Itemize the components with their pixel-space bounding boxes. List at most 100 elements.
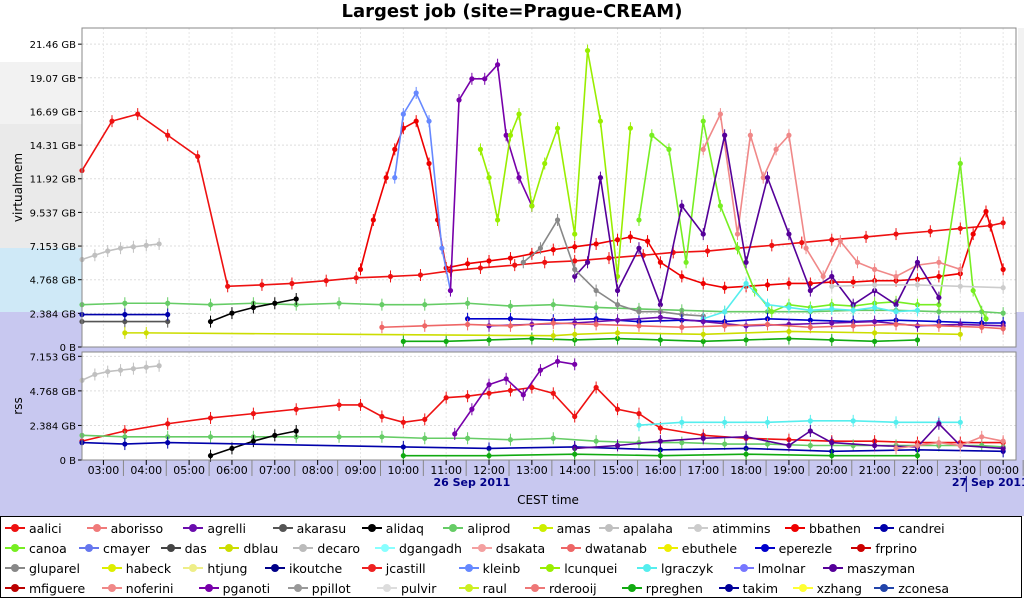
point-lgraczyk — [807, 418, 813, 424]
point-candrei — [400, 444, 406, 450]
point-aalici — [417, 272, 424, 278]
point-lgraczyk — [850, 307, 856, 313]
point-dblau — [143, 330, 149, 336]
point-eperezle — [807, 317, 813, 323]
legend-label: xzhang — [816, 580, 862, 596]
point-alidaq — [272, 300, 278, 306]
legend-marker — [101, 563, 122, 573]
point-dwatanab — [507, 323, 514, 329]
legend-item-akarasu: akarasu — [272, 519, 346, 537]
series-line-pganoti — [449, 62, 533, 291]
x-tick-label: 07:00 — [259, 464, 291, 477]
point-aliprod — [722, 441, 728, 447]
legend-label: amas — [556, 520, 591, 536]
legend-item-alidaq: alidaq — [361, 519, 424, 537]
y-tick-label: 4.768 GB — [30, 276, 77, 287]
point-canoa — [666, 146, 672, 152]
point-lcunquei — [516, 111, 522, 117]
point-lcunquei — [507, 132, 514, 138]
y-tick-label: 2.384 GB — [30, 421, 77, 432]
legend-item-cmayer: cmayer — [79, 539, 150, 557]
legend-item-decaro: decaro — [293, 539, 360, 557]
point-noferini — [747, 132, 753, 138]
point-noferini — [957, 442, 963, 449]
point-pganoti — [482, 76, 488, 82]
point-aliprod — [336, 300, 342, 306]
point-gluparel — [554, 217, 561, 223]
legend-marker — [219, 543, 240, 553]
point-aalici — [572, 413, 578, 420]
y-tick-label: 11.92 GB — [30, 175, 77, 186]
legend-label: lmolnar — [757, 560, 806, 576]
point-lgraczyk — [764, 419, 771, 425]
point-apalaha — [117, 367, 124, 373]
legend-marker — [198, 583, 219, 593]
point-lgraczyk — [722, 419, 728, 425]
legend-item-htjung: htjung — [183, 559, 247, 577]
y-tick-label: 21.46 GB — [30, 40, 77, 51]
point-aliprod — [379, 302, 385, 308]
point-bbathen — [644, 238, 651, 244]
point-alidaq — [229, 310, 235, 316]
point-aliprod — [764, 441, 771, 447]
point-maszyman — [572, 273, 578, 280]
legend: aalici aborisso agrelli akarasu alidaq alipro… — [0, 516, 1022, 598]
point-aalici — [529, 384, 535, 391]
legend-label: decaro — [317, 540, 361, 556]
point-lgraczyk — [722, 309, 728, 315]
point-maszyman — [722, 132, 728, 138]
point-gluparel — [593, 287, 599, 294]
legend-marker — [183, 563, 204, 573]
point-aalici — [225, 283, 231, 289]
legend-label: ebuthele — [681, 540, 738, 556]
point-dwatanab — [593, 321, 599, 328]
point-lcunquei — [597, 118, 604, 124]
point-alidaq — [229, 445, 235, 452]
legend-label: cmayer — [103, 540, 150, 556]
point-aliprod — [165, 300, 171, 306]
legend-item-gluparel: gluparel — [5, 559, 80, 577]
legend-item-aalici: aalici — [5, 519, 62, 537]
point-dblau — [786, 328, 792, 335]
x-tick-label: 06:00 — [216, 464, 248, 477]
point-agrelli — [614, 317, 621, 323]
point-noferini — [773, 146, 779, 152]
point-bbathen — [657, 259, 663, 265]
point-rpreghen — [572, 451, 578, 457]
point-agrelli — [829, 320, 835, 326]
x-tick-label: 10:00 — [387, 464, 419, 477]
point-dwatanab — [979, 324, 985, 330]
legend-label: dwatanab — [585, 540, 647, 556]
point-rpreghen — [486, 337, 492, 343]
point-canoa — [957, 160, 963, 167]
point-canoa — [649, 132, 655, 138]
point-noferini — [760, 175, 766, 181]
legend-label: alidaq — [385, 520, 424, 536]
point-dblau — [872, 330, 878, 336]
point-bbathen — [627, 234, 634, 240]
x-tick-label: 22:00 — [902, 464, 934, 477]
point-aliprod — [507, 437, 514, 443]
legend-marker — [86, 523, 107, 533]
legend-label: raul — [482, 580, 507, 596]
x-tick-label: 08:00 — [302, 464, 334, 477]
virtualmem-panel: 0 B 2.384 GB 4.768 GB 7.153 GB 9.537 GB 11.92… — [30, 27, 1017, 354]
legend-item-apalaha: apalaha — [599, 519, 673, 537]
legend-marker — [5, 543, 25, 553]
legend-marker — [5, 583, 25, 593]
legend-item-habeck: habeck — [101, 559, 171, 577]
legend-item-ebuthele: ebuthele — [657, 539, 738, 557]
y-tick-label: 0 B — [60, 343, 77, 354]
point-aliprod — [764, 309, 771, 315]
point-kleinb — [392, 175, 398, 181]
point-maszyman — [936, 294, 942, 301]
point-bbathen — [357, 266, 364, 272]
point-lgraczyk — [872, 304, 878, 311]
x-tick-label: 09:00 — [345, 464, 377, 477]
point-gluparel — [614, 302, 621, 308]
legend-item-dwatanab: dwatanab — [561, 539, 647, 557]
legend-marker — [851, 543, 872, 553]
point-alidaq — [293, 296, 299, 302]
point-aliprod — [422, 302, 428, 308]
legend-item-lmolnar: lmolnar — [733, 559, 806, 577]
